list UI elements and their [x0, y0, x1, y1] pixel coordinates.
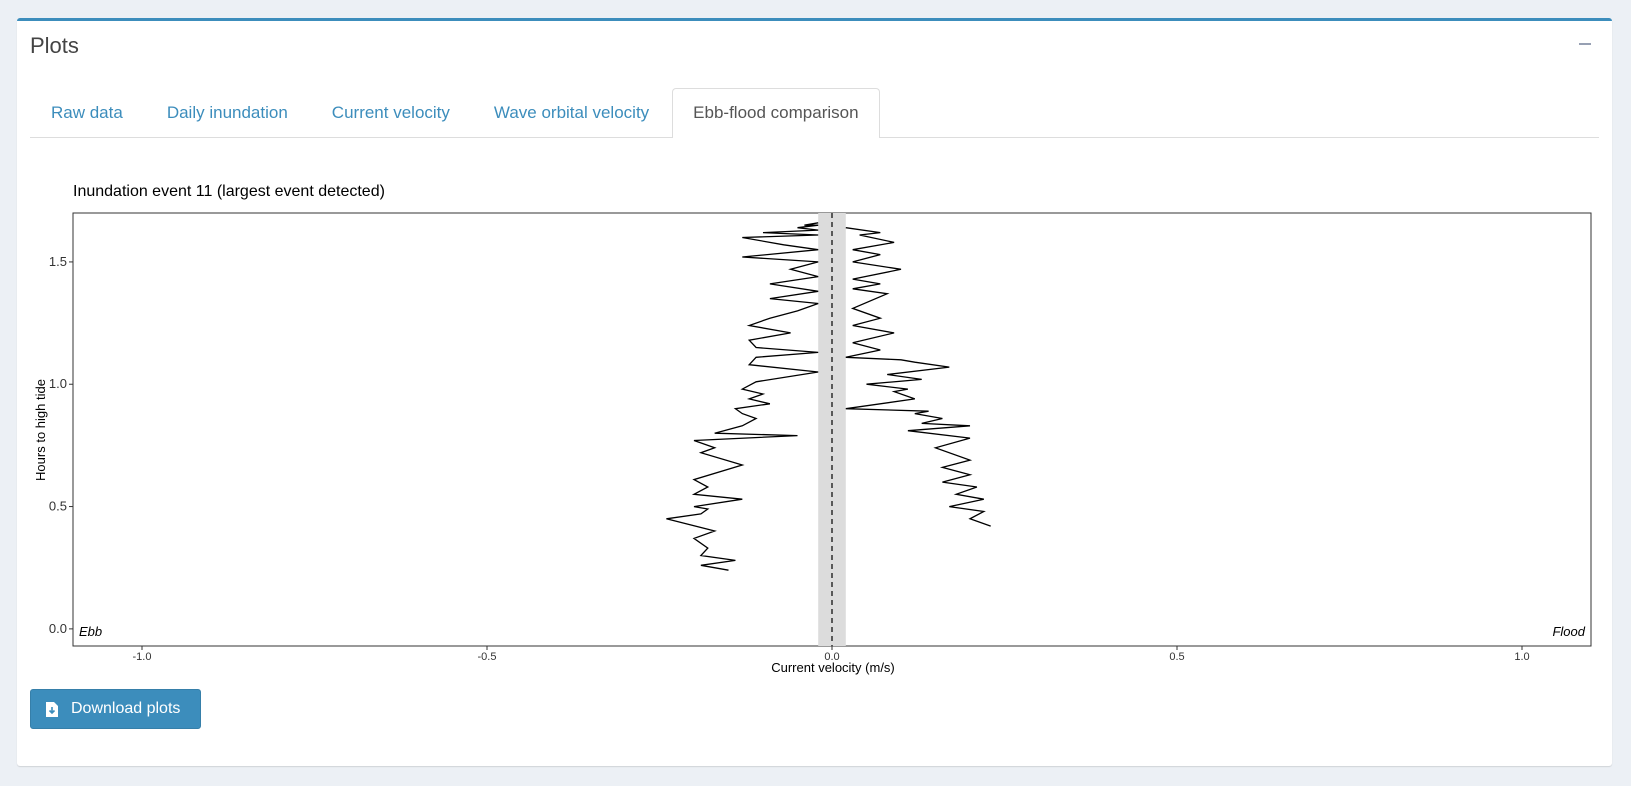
- chart-title: Inundation event 11 (largest event detec…: [73, 183, 385, 200]
- file-download-icon: [46, 701, 58, 717]
- collapse-icon[interactable]: [1576, 35, 1594, 53]
- flood-series-line: [845, 227, 991, 527]
- x-tick-label: -0.5: [478, 651, 497, 663]
- download-plots-button[interactable]: Download plots: [30, 689, 201, 729]
- tab-wave-orbital-velocity[interactable]: Wave orbital velocity: [493, 103, 650, 122]
- plot-tabs: Raw data Daily inundation Current veloci…: [30, 88, 1599, 138]
- ebb-flood-plot: Inundation event 11 (largest event detec…: [30, 162, 1602, 692]
- tab-ebb-flood-comparison[interactable]: Ebb-flood comparison: [672, 88, 880, 138]
- x-tick-label: 1.0: [1514, 651, 1529, 663]
- plots-box: Plots Raw data Daily inundation Current …: [17, 18, 1612, 766]
- download-plots-label: Download plots: [71, 700, 181, 717]
- y-tick-label: 0.0: [49, 621, 67, 636]
- y-tick-label: 0.5: [49, 499, 67, 514]
- x-tick-label: 0.5: [1169, 651, 1184, 663]
- x-tick-label: 0.0: [824, 651, 839, 663]
- box-title: Plots: [30, 33, 79, 58]
- y-tick-label: 1.5: [49, 254, 67, 269]
- x-axis-label: Current velocity (m/s): [771, 660, 895, 675]
- x-tick-label: -1.0: [133, 651, 152, 663]
- tab-daily-inundation[interactable]: Daily inundation: [166, 103, 288, 122]
- flood-annotation: Flood: [1552, 624, 1585, 639]
- y-tick-label: 1.0: [49, 376, 67, 391]
- y-axis-label: Hours to high tide: [33, 379, 48, 481]
- tab-raw-data[interactable]: Raw data: [51, 103, 123, 122]
- tab-current-velocity[interactable]: Current velocity: [331, 103, 450, 122]
- ebb-series-line: [666, 222, 819, 571]
- ebb-annotation: Ebb: [79, 624, 102, 639]
